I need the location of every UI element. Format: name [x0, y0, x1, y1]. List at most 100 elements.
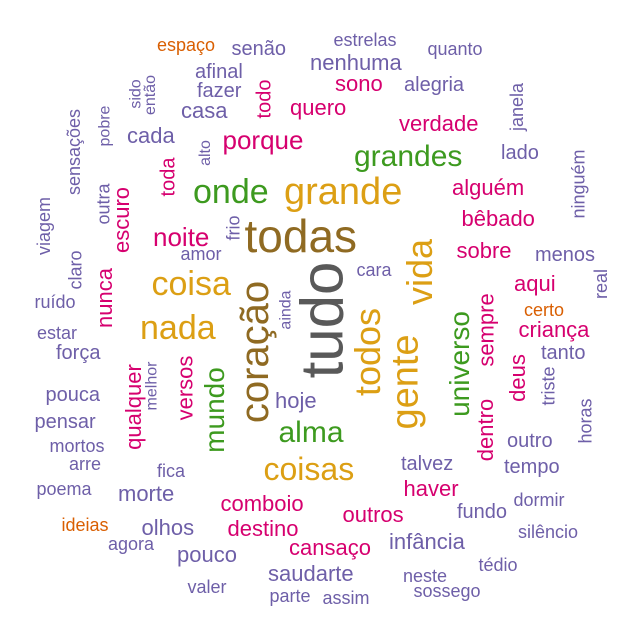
word-85: morte — [118, 481, 175, 506]
word-56: lado — [501, 142, 539, 164]
word-71: tanto — [541, 342, 586, 364]
word-52: então — [142, 74, 160, 116]
word-55: janela — [507, 82, 528, 132]
word-70: força — [56, 342, 101, 364]
word-15: noite — [153, 222, 210, 252]
word-59: outra — [93, 183, 114, 225]
word-42: senão — [231, 38, 287, 60]
word-95: neste — [403, 566, 448, 586]
word-86: dormir — [513, 490, 565, 510]
word-67: ainda — [277, 290, 295, 330]
word-40: certo — [524, 300, 565, 320]
word-25: criança — [518, 317, 590, 342]
word-28: haver — [403, 476, 459, 501]
word-0: tudo — [287, 261, 355, 379]
word-3: grande — [284, 171, 403, 213]
word-72: melhor — [142, 361, 160, 411]
word-6: todos — [347, 307, 389, 397]
word-13: mundo — [198, 367, 230, 453]
word-73: triste — [538, 366, 559, 406]
word-23: aqui — [514, 271, 556, 296]
word-79: outro — [507, 430, 553, 452]
word-57: ninguém — [568, 149, 589, 219]
word-61: frio — [223, 215, 244, 241]
word-83: tempo — [504, 456, 560, 478]
word-20: alguém — [452, 175, 525, 200]
word-92: pouco — [177, 542, 237, 567]
word-17: quero — [290, 95, 347, 120]
word-60: viagem — [34, 196, 55, 256]
word-93: tédio — [478, 555, 518, 575]
word-46: afinal — [195, 61, 243, 83]
word-98: assim — [322, 588, 370, 608]
word-27: dentro — [473, 398, 499, 462]
word-4: gente — [384, 334, 427, 430]
word-30: destino — [227, 516, 299, 541]
word-99: sossego — [413, 581, 481, 601]
word-63: claro — [65, 250, 86, 290]
word-36: escuro — [109, 186, 135, 254]
word-22: sobre — [456, 238, 512, 263]
word-80: arre — [69, 454, 102, 474]
word-82: talvez — [401, 453, 454, 475]
word-43: estrelas — [333, 30, 397, 50]
word-74: pouca — [45, 384, 101, 406]
word-66: cara — [356, 260, 392, 280]
word-18: sono — [335, 71, 383, 96]
word-64: menos — [535, 244, 596, 266]
word-7: coisa — [151, 265, 231, 303]
word-34: qualquer — [120, 364, 146, 450]
word-41: ideias — [61, 515, 109, 535]
word-31: outros — [342, 502, 404, 527]
word-35: nunca — [91, 268, 117, 328]
word-14: universo — [443, 311, 475, 417]
word-90: agora — [108, 534, 155, 554]
word-16: porque — [222, 125, 304, 155]
word-47: alegria — [404, 74, 465, 96]
word-62: amor — [180, 244, 222, 264]
word-58: alto — [196, 140, 214, 166]
word-11: grandes — [354, 140, 463, 173]
word-81: fica — [157, 461, 186, 481]
word-45: nenhuma — [310, 50, 402, 75]
word-69: estar — [37, 323, 78, 343]
word-65: real — [591, 268, 612, 300]
word-5: vida — [399, 238, 441, 306]
word-26: deus — [504, 354, 530, 402]
word-91: infância — [389, 529, 465, 554]
word-12: alma — [278, 416, 344, 449]
word-38: todo — [252, 79, 275, 119]
word-44: quanto — [427, 39, 483, 59]
word-32: cansaço — [289, 535, 371, 560]
word-10: onde — [193, 173, 269, 211]
word-9: coisas — [263, 451, 355, 487]
word-39: espaço — [157, 35, 216, 55]
word-89: silêncio — [518, 522, 579, 542]
word-19: verdade — [399, 111, 479, 136]
word-53: pobre — [95, 105, 113, 147]
word-24: sempre — [473, 293, 499, 367]
word-21: bêbado — [461, 206, 535, 231]
word-48: fazer — [197, 80, 242, 102]
word-8: nada — [140, 309, 216, 347]
word-88: olhos — [141, 515, 195, 540]
word-37: toda — [156, 157, 179, 197]
word-75: hoje — [275, 388, 317, 413]
word-29: comboio — [220, 491, 304, 516]
word-49: casa — [181, 98, 228, 123]
word-87: fundo — [457, 501, 508, 523]
word-54: sensações — [64, 108, 85, 196]
word-33: versos — [171, 355, 197, 421]
word-76: pensar — [34, 411, 96, 433]
word-84: poema — [36, 479, 92, 499]
word-97: parte — [269, 586, 311, 606]
word-68: ruído — [34, 292, 76, 312]
word-50: cada — [127, 123, 175, 148]
word-2: coração — [233, 280, 278, 424]
word-94: saudarte — [268, 561, 354, 586]
word-78: horas — [575, 398, 596, 444]
word-1: todas — [244, 210, 358, 262]
word-96: valer — [187, 577, 227, 597]
word-77: mortos — [49, 436, 105, 456]
